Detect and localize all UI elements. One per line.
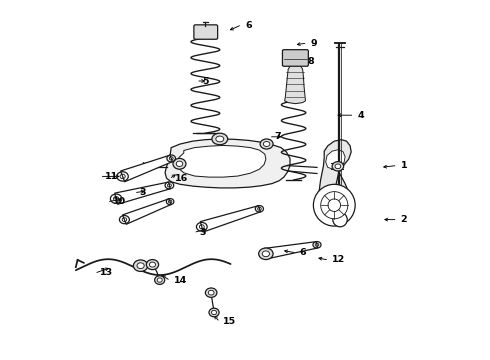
Ellipse shape [155, 276, 165, 284]
Polygon shape [264, 242, 318, 259]
Text: 8: 8 [307, 57, 314, 66]
Ellipse shape [259, 248, 273, 260]
Polygon shape [316, 140, 351, 220]
Polygon shape [122, 199, 171, 224]
Polygon shape [326, 150, 345, 169]
Ellipse shape [216, 136, 224, 142]
Text: 7: 7 [274, 132, 281, 141]
Text: 5: 5 [202, 77, 208, 85]
Ellipse shape [209, 308, 219, 317]
Ellipse shape [157, 278, 162, 282]
Ellipse shape [147, 260, 159, 270]
Polygon shape [200, 206, 260, 232]
Circle shape [321, 192, 348, 219]
Text: 14: 14 [174, 276, 187, 284]
Text: 11: 11 [105, 172, 119, 181]
Polygon shape [285, 63, 305, 104]
Polygon shape [115, 182, 170, 204]
Ellipse shape [173, 158, 186, 169]
FancyBboxPatch shape [282, 50, 308, 66]
Circle shape [314, 184, 355, 226]
Ellipse shape [149, 262, 155, 267]
Ellipse shape [205, 288, 217, 297]
Text: 2: 2 [400, 215, 407, 224]
Text: 13: 13 [100, 269, 113, 277]
Ellipse shape [212, 310, 217, 315]
Ellipse shape [137, 263, 144, 269]
Ellipse shape [263, 141, 270, 147]
Ellipse shape [335, 164, 341, 168]
Text: 6: 6 [300, 248, 306, 257]
Text: 6: 6 [245, 21, 252, 30]
Text: 10: 10 [113, 197, 125, 206]
Ellipse shape [332, 162, 343, 171]
Ellipse shape [133, 260, 148, 271]
Polygon shape [177, 145, 266, 177]
Text: 16: 16 [174, 174, 188, 183]
Ellipse shape [176, 161, 183, 166]
Text: 15: 15 [223, 317, 237, 325]
Text: 12: 12 [332, 256, 345, 264]
FancyBboxPatch shape [194, 25, 218, 39]
Circle shape [333, 212, 347, 227]
Text: 9: 9 [311, 39, 317, 48]
Text: 3: 3 [140, 188, 146, 197]
Text: 4: 4 [357, 111, 364, 120]
Polygon shape [121, 155, 172, 182]
Ellipse shape [212, 133, 228, 145]
Ellipse shape [260, 139, 273, 149]
Text: 3: 3 [199, 228, 205, 237]
Text: 1: 1 [400, 161, 407, 170]
Polygon shape [165, 139, 290, 188]
Ellipse shape [262, 251, 270, 257]
Ellipse shape [208, 290, 214, 295]
Circle shape [328, 199, 341, 211]
